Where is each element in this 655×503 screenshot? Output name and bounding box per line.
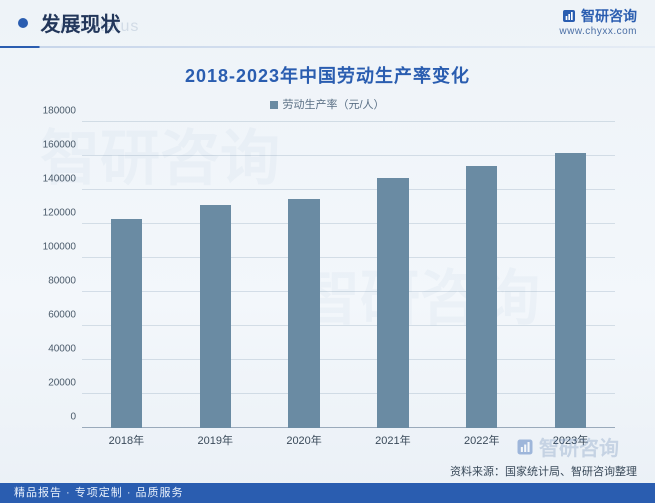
footer-bar: 精品报告 · 专项定制 · 品质服务 bbox=[0, 483, 655, 503]
legend-swatch-icon bbox=[270, 101, 278, 109]
header-bullet-icon bbox=[18, 18, 28, 28]
bar-slot: 2019年 bbox=[178, 122, 253, 428]
x-tick-label: 2021年 bbox=[375, 432, 410, 448]
brand-name: 智研咨询 bbox=[581, 6, 637, 26]
brand-block: 智研咨询 www.chyxx.com bbox=[559, 6, 637, 37]
header-divider bbox=[0, 46, 655, 48]
chart-area: 0 20000 40000 60000 80000 100000 120000 140000 1… bbox=[30, 122, 625, 452]
header-subtitle-ghost: ent status bbox=[60, 18, 139, 36]
source-text: 资料来源：国家统计局、智研咨询整理 bbox=[450, 463, 637, 479]
brand-logo-icon bbox=[561, 8, 577, 24]
bar-slot: 2022年 bbox=[444, 122, 519, 428]
chart-title: 2018-2023年中国劳动生产率变化 bbox=[0, 62, 655, 88]
bar bbox=[555, 153, 586, 428]
y-tick-label: 140000 bbox=[30, 174, 76, 185]
brand-url: www.chyxx.com bbox=[559, 26, 637, 37]
bar-slot: 2020年 bbox=[267, 122, 342, 428]
y-tick-label: 0 bbox=[30, 412, 76, 423]
bar bbox=[200, 205, 231, 428]
y-tick-label: 40000 bbox=[30, 344, 76, 355]
x-tick-label: 2018年 bbox=[109, 432, 144, 448]
y-tick-label: 120000 bbox=[30, 208, 76, 219]
bar bbox=[111, 219, 142, 428]
y-tick-label: 180000 bbox=[30, 106, 76, 117]
y-tick-label: 160000 bbox=[30, 140, 76, 151]
y-tick-label: 20000 bbox=[30, 378, 76, 389]
y-tick-label: 80000 bbox=[30, 276, 76, 287]
bars-container: 2018年2019年2020年2021年2022年2023年 bbox=[82, 122, 615, 428]
watermark-brand: 智研咨询 bbox=[515, 432, 619, 461]
plot-area: 2018年2019年2020年2021年2022年2023年 bbox=[82, 122, 615, 428]
bar bbox=[466, 166, 497, 428]
bar-slot: 2023年 bbox=[533, 122, 608, 428]
header: 发展现状 ent status 智研咨询 www.chyxx.com bbox=[0, 0, 655, 48]
x-tick-label: 2020年 bbox=[286, 432, 321, 448]
legend-label: 劳动生产率（元/人） bbox=[282, 99, 384, 111]
y-tick-label: 100000 bbox=[30, 242, 76, 253]
bar-slot: 2018年 bbox=[89, 122, 164, 428]
x-tick-label: 2019年 bbox=[197, 432, 232, 448]
x-tick-label: 2022年 bbox=[464, 432, 499, 448]
bar bbox=[377, 178, 408, 428]
y-tick-label: 60000 bbox=[30, 310, 76, 321]
chart-legend: 劳动生产率（元/人） bbox=[0, 96, 655, 112]
bar bbox=[288, 199, 319, 429]
bar-slot: 2021年 bbox=[356, 122, 431, 428]
